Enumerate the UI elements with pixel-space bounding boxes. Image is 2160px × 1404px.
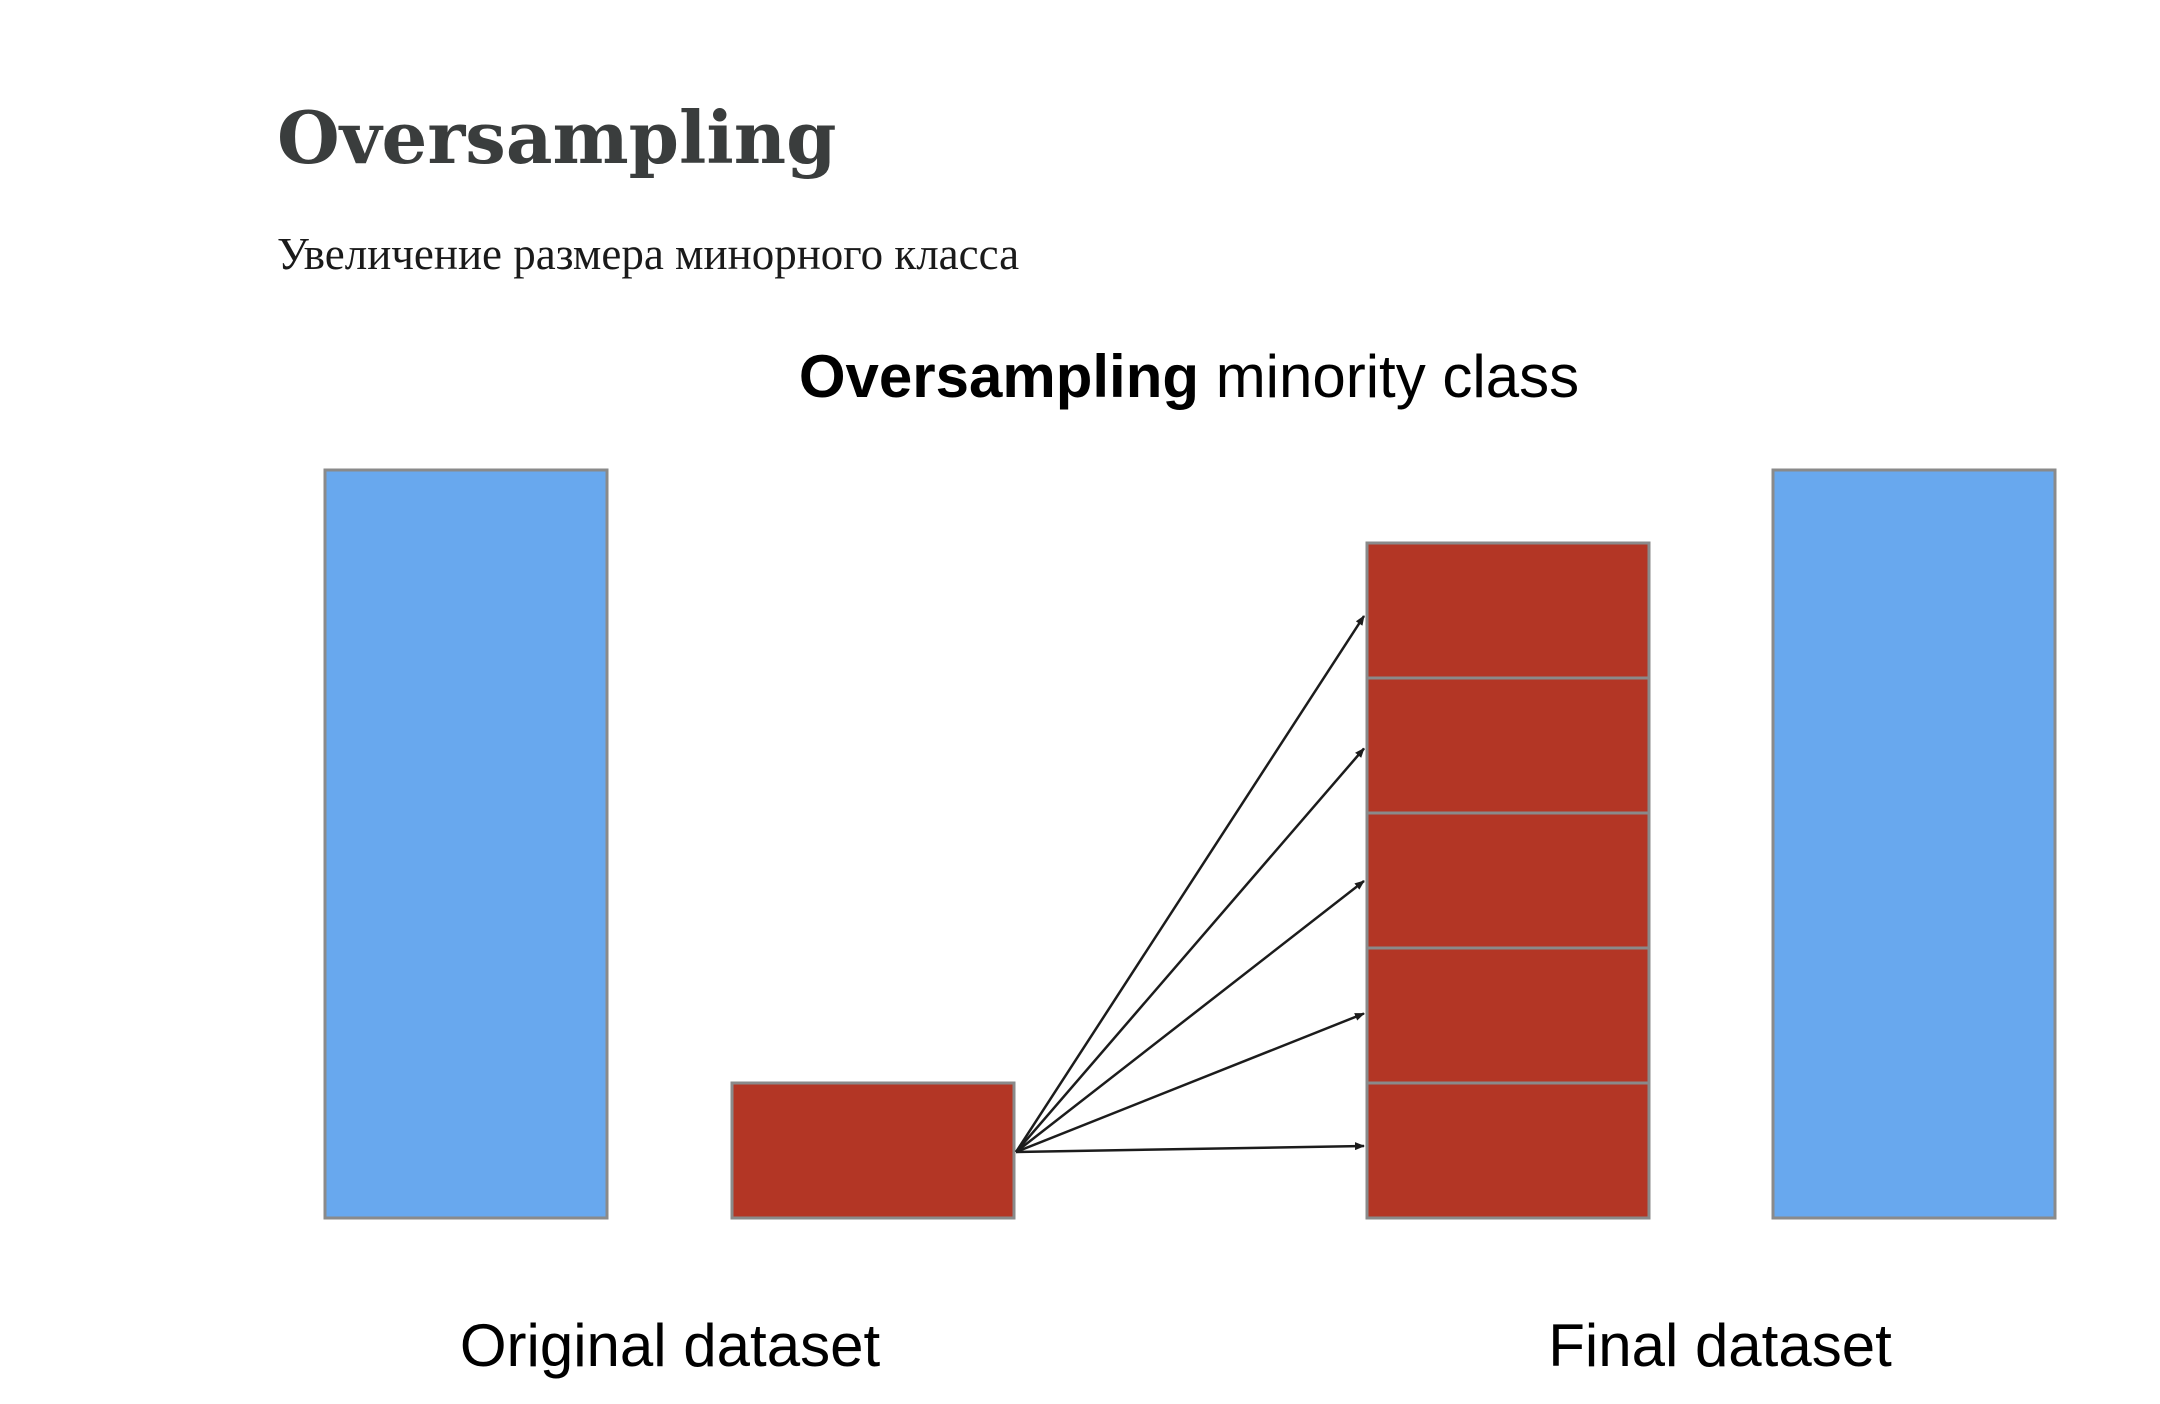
original-majority-bar xyxy=(323,468,609,1220)
final-minority-block xyxy=(1365,541,1651,680)
page-subtitle: Увеличение размера минорного класса xyxy=(277,229,1020,279)
original-dataset-label: Original dataset xyxy=(460,1312,881,1379)
final-minority-block xyxy=(1365,946,1651,1085)
original-minority-block xyxy=(730,1081,1016,1220)
oversampling-arrow xyxy=(1015,747,1365,1153)
final-minority-block xyxy=(1365,1081,1651,1220)
figure-title-rest: minority class xyxy=(1199,343,1579,410)
oversampling-arrow xyxy=(1015,1012,1365,1154)
oversampling-arrow xyxy=(1014,615,1366,1153)
page-title: Oversampling xyxy=(277,95,837,180)
oversampling-arrow xyxy=(1015,880,1365,1153)
final-majority-bar xyxy=(1771,468,2057,1220)
oversampling-arrow xyxy=(1015,1142,1365,1154)
oversampling-arrows xyxy=(1014,615,1366,1154)
figure-title: Oversampling minority class xyxy=(799,343,1579,410)
final-dataset xyxy=(1365,468,2057,1220)
final-minority-block xyxy=(1365,676,1651,815)
final-dataset-label: Final dataset xyxy=(1548,1312,1892,1379)
original-dataset xyxy=(323,468,1016,1220)
final-minority-block xyxy=(1365,811,1651,950)
figure-title-bold: Oversampling xyxy=(799,343,1199,410)
